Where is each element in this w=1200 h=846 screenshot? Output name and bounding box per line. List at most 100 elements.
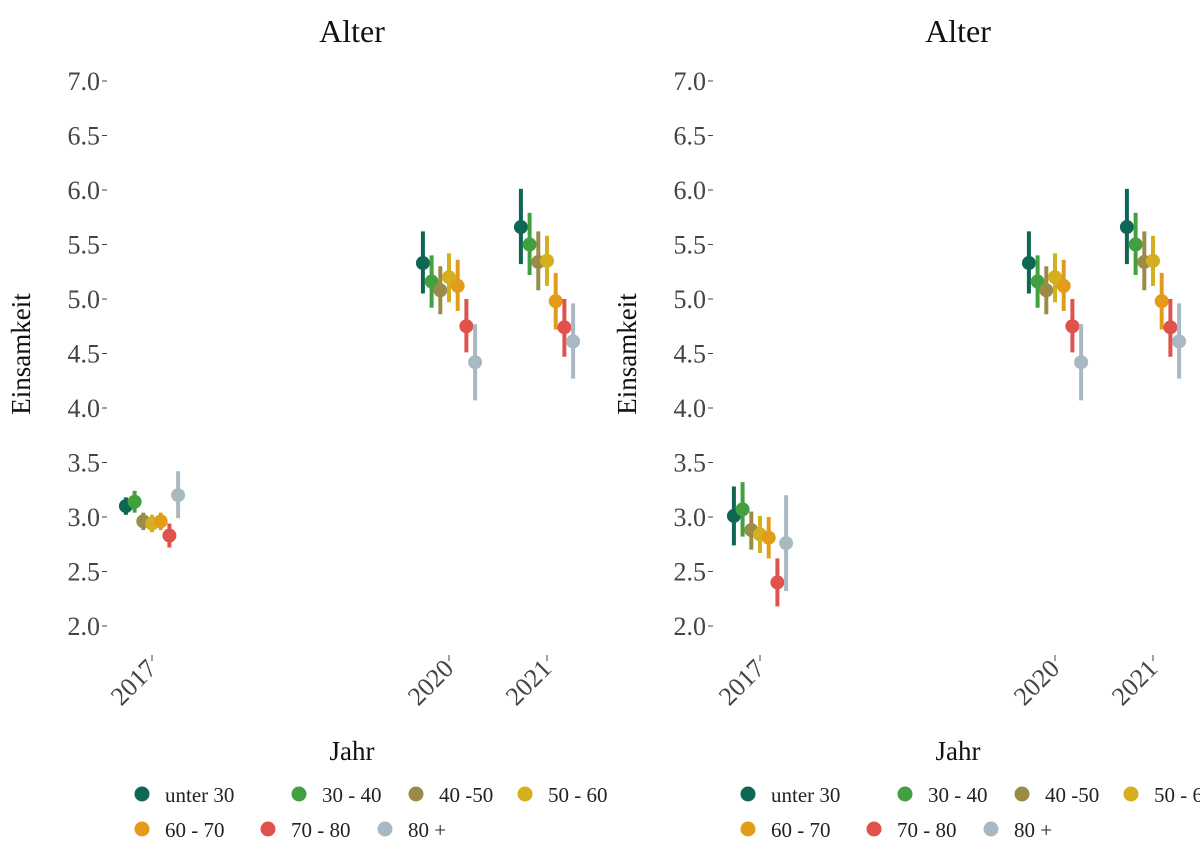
legend-item: unter 30	[134, 783, 234, 807]
legend-item: 60 - 70	[740, 818, 831, 842]
series-30-40	[735, 212, 1143, 537]
data-point	[442, 270, 456, 285]
data-point	[1119, 220, 1134, 235]
series-unter-30	[118, 188, 528, 515]
data-point	[1021, 256, 1036, 271]
legend-swatch	[740, 821, 756, 837]
legend-label: 30 - 40	[322, 783, 382, 807]
legend-label: 30 - 40	[928, 783, 988, 807]
data-point	[162, 528, 177, 543]
y-tick-label: 5.5	[674, 231, 707, 260]
series-50-60	[145, 235, 554, 533]
y-tick-label: 4.0	[674, 394, 707, 423]
y-tick-label: 2.5	[68, 558, 101, 587]
legend-swatch	[134, 786, 150, 802]
legend-swatch	[517, 786, 533, 802]
data-point	[1074, 355, 1089, 370]
data-point	[540, 253, 554, 268]
legend-label: 50 - 60	[548, 783, 608, 807]
legend-swatch	[134, 821, 150, 837]
data-point	[548, 294, 563, 309]
data-point	[415, 256, 430, 271]
legend-item: 70 - 80	[260, 818, 351, 842]
y-tick-label: 4.5	[674, 340, 707, 369]
legend-swatch	[408, 786, 424, 802]
data-point	[779, 536, 794, 551]
series-40-50	[136, 231, 546, 531]
legend-label: 40 -50	[1045, 783, 1099, 807]
legend-swatch	[291, 786, 307, 802]
legend-label: 40 -50	[439, 783, 493, 807]
legend-swatch	[1123, 786, 1139, 802]
data-point	[557, 320, 572, 335]
x-axis-title: Jahr	[936, 736, 981, 766]
legend-item: unter 30	[740, 783, 840, 807]
y-axis-title: Einsamkeit	[612, 293, 642, 415]
data-point	[459, 319, 474, 334]
chart-title: Alter	[319, 13, 385, 49]
y-axis-title: Einsamkeit	[6, 293, 36, 415]
series-70-80	[770, 299, 1178, 607]
y-tick-label: 3.0	[68, 503, 101, 532]
legend-label: 80 +	[1014, 818, 1052, 842]
legend-item: 70 - 80	[866, 818, 957, 842]
y-tick-label: 4.5	[68, 340, 101, 369]
chart-panel-2: Alter 2.0 2.5 3.0 3.5 4.0 4.5 5.0 5.5 6.0 6.5 7.0 20…	[612, 13, 1200, 842]
legend-swatch	[1014, 786, 1030, 802]
legend-item: 50 - 60	[517, 783, 608, 807]
legend-swatch	[260, 821, 276, 837]
legend-label: 70 - 80	[897, 818, 957, 842]
data-point	[761, 530, 776, 545]
legend-label: 80 +	[408, 818, 446, 842]
data-point	[1039, 283, 1054, 298]
x-tick-label: 2020	[1008, 654, 1065, 711]
legend-label: 60 - 70	[165, 818, 225, 842]
legend-label: 60 - 70	[771, 818, 831, 842]
legend-swatch	[740, 786, 756, 802]
legend-item: 40 -50	[408, 783, 493, 807]
series-50-60	[753, 235, 1160, 553]
data-point	[1065, 319, 1080, 334]
y-tick-label: 5.5	[68, 231, 101, 260]
data-point	[1056, 278, 1071, 293]
legend-label: unter 30	[771, 783, 840, 807]
data-point	[770, 575, 785, 590]
data-point	[1146, 253, 1160, 268]
series-80-	[171, 303, 581, 519]
y-tick-label: 2.5	[674, 558, 707, 587]
x-tick-label: 2020	[402, 654, 459, 711]
data-point	[1172, 334, 1187, 349]
legend-item: 40 -50	[1014, 783, 1099, 807]
y-tick-label: 7.0	[674, 67, 707, 96]
y-tick-label: 3.0	[674, 503, 707, 532]
series-60-70	[153, 259, 563, 531]
y-tick-label: 7.0	[68, 67, 101, 96]
x-tick-label: 2017	[713, 654, 770, 711]
data-point	[450, 278, 465, 293]
y-tick-label: 6.5	[68, 122, 101, 151]
legend-swatch	[377, 821, 393, 837]
series-60-70	[761, 259, 1169, 559]
data-point	[522, 237, 537, 252]
data-point	[468, 355, 483, 370]
data-point	[566, 334, 581, 349]
legend-label: unter 30	[165, 783, 234, 807]
legend-label: 50 - 60	[1154, 783, 1200, 807]
series-unter-30	[726, 188, 1134, 546]
y-tick-label: 2.0	[68, 612, 101, 641]
legend-swatch	[983, 821, 999, 837]
series-40-50	[744, 231, 1152, 550]
y-tick-label: 6.0	[68, 176, 101, 205]
series-80-	[779, 303, 1187, 592]
data-point	[1030, 274, 1045, 289]
legend-item: 30 - 40	[291, 783, 382, 807]
legend-item: 60 - 70	[134, 818, 225, 842]
y-tick-label: 3.5	[68, 449, 101, 478]
y-tick-label: 6.5	[674, 122, 707, 151]
data-point	[1048, 270, 1062, 285]
data-point	[1154, 294, 1169, 309]
data-point	[433, 283, 448, 298]
data-point	[1163, 320, 1178, 335]
chart-title: Alter	[925, 13, 991, 49]
